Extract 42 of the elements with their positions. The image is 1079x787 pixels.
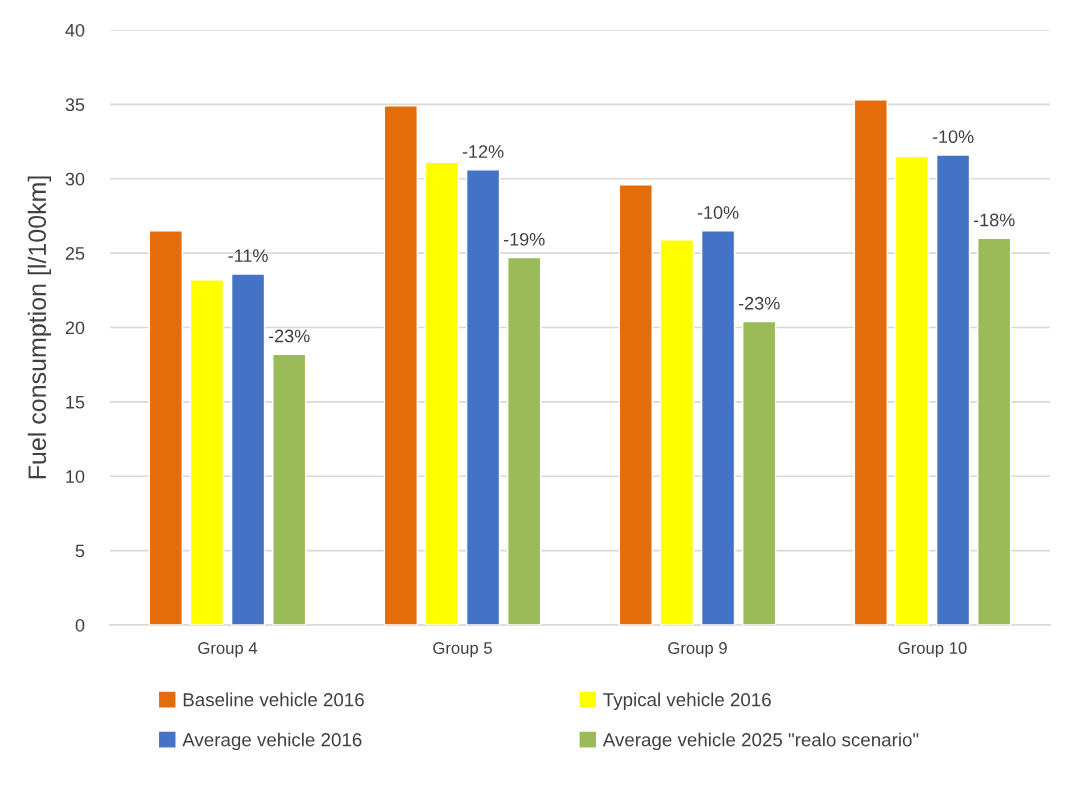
y-tick-label: 10 [66, 470, 85, 483]
legend-label: Average vehicle 2016 [182, 732, 362, 751]
bar [272, 353, 307, 625]
annotation: -10% [697, 206, 739, 219]
bar [894, 155, 930, 625]
annotation: -23% [738, 296, 780, 310]
legend-label: Typical vehicle 2016 [603, 692, 771, 711]
bar [383, 105, 418, 625]
y-tick-label: 30 [65, 172, 85, 186]
bar [230, 273, 266, 625]
bar [853, 99, 888, 625]
x-tick-label: Group 4 [198, 642, 258, 658]
annotation: -23% [268, 329, 310, 343]
annotation: -10% [932, 130, 974, 144]
y-tick-label: 20 [65, 321, 85, 335]
bar [618, 184, 653, 625]
x-tick-label: Group 10 [898, 642, 967, 658]
bar [465, 169, 501, 625]
y-tick-label: 35 [65, 98, 85, 112]
y-tick-label: 25 [65, 247, 85, 260]
annotation: -18% [973, 213, 1015, 227]
y-tick-label: 5 [75, 544, 85, 558]
bar [742, 320, 777, 625]
legend-label: Baseline vehicle 2016 [183, 692, 364, 707]
bar [189, 279, 225, 625]
y-axis-title: Fuel consumption [l/100km] [27, 176, 52, 479]
y-tick-label: 40 [65, 23, 85, 37]
annotation: -12% [462, 145, 504, 158]
x-tick-label: Group 9 [668, 642, 727, 658]
annotation: -11% [228, 249, 268, 262]
x-tick-label: Group 5 [433, 642, 492, 658]
bar [659, 239, 695, 625]
bar [148, 230, 183, 625]
y-tick-label: 0 [75, 618, 85, 632]
bar [424, 161, 460, 625]
bar [977, 237, 1012, 625]
legend-label: Average vehicle 2025 "realo scenario" [602, 732, 919, 751]
bar [507, 256, 542, 625]
annotation: -19% [503, 232, 545, 246]
y-tick-label: 15 [66, 396, 85, 409]
bar [700, 230, 736, 625]
bar [935, 154, 971, 625]
